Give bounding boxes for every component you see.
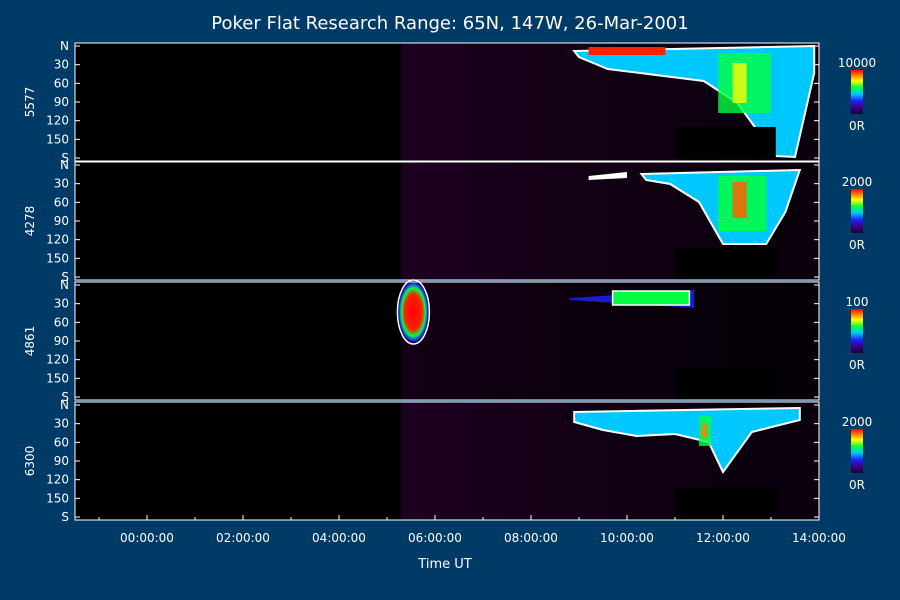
y-tick-label: 120 [46, 473, 69, 487]
colorbar-min-label: 0R [849, 358, 865, 372]
x-tick-label: 04:00:00 [312, 531, 366, 545]
y-tick-label: N [60, 158, 69, 172]
x-axis-label: Time UT [417, 557, 471, 572]
data-gap-mask [675, 248, 776, 280]
emission-peak [701, 424, 708, 438]
colorbar-max-label: 2000 [842, 415, 873, 429]
x-tick-label: 08:00:00 [504, 531, 558, 545]
y-tick-label: 150 [46, 251, 69, 265]
panel-4278: N 30 60 90 120 150 S 4278 2000 0R [23, 158, 872, 284]
y-tick-label: 60 [54, 195, 69, 209]
colorbar [851, 189, 863, 233]
x-tick-label: 12:00:00 [696, 531, 750, 545]
y-tick-label: S [61, 270, 69, 284]
x-tick-label: 10:00:00 [600, 531, 654, 545]
colorbar-max-label: 2000 [842, 175, 873, 189]
emission-contour [611, 290, 691, 306]
y-tick-label: 60 [54, 315, 69, 329]
emission-peak [732, 63, 747, 103]
y-tick-label: 30 [54, 297, 69, 311]
x-tick-label: 00:00:00 [120, 531, 174, 545]
y-tick-label: 30 [54, 58, 69, 72]
emission-region [396, 279, 695, 345]
emission-region [573, 406, 801, 474]
emission-peak [588, 47, 666, 55]
emission-peak [732, 182, 747, 218]
emission-region [588, 168, 802, 245]
colorbar-max-label: 100 [846, 295, 869, 309]
y-tick-label: 120 [46, 353, 69, 367]
panel-wavelength-label: 5577 [23, 87, 37, 118]
y-tick-label: N [60, 278, 69, 292]
data-gap-mask [675, 488, 776, 520]
colorbar-max-label: 10000 [838, 56, 876, 70]
y-tick-label: 120 [46, 233, 69, 247]
y-tick-label: S [61, 510, 69, 524]
data-gap-mask [675, 368, 776, 400]
panel-wavelength-label: 6300 [23, 446, 37, 477]
panel-5577: N 30 60 90 120 150 S 5577 10000 0R [23, 39, 876, 165]
colorbar [851, 429, 863, 473]
emission-blob [396, 279, 431, 345]
y-tick-label: 150 [46, 132, 69, 146]
colorbar-min-label: 0R [849, 478, 865, 492]
colorbar-min-label: 0R [849, 119, 865, 133]
y-tick-label: 90 [54, 95, 69, 109]
y-tick-label: 60 [54, 76, 69, 90]
panels-group: N 30 60 90 120 150 S 5577 10000 0R N 30 60 90 120 150 S 4… [23, 39, 876, 524]
emission-contour [588, 172, 627, 180]
y-tick-label: 150 [46, 371, 69, 385]
y-tick-label: 90 [54, 214, 69, 228]
y-tick-label: 30 [54, 177, 69, 191]
y-tick-label: N [60, 398, 69, 412]
y-tick-label: 90 [54, 454, 69, 468]
y-tick-label: S [61, 390, 69, 404]
data-gap-mask [675, 127, 776, 159]
y-tick-label: S [61, 151, 69, 165]
y-tick-label: 60 [54, 435, 69, 449]
y-tick-label: 150 [46, 491, 69, 505]
x-axis: 00:00:00 02:00:00 04:00:00 06:00:00 08:00:00… [98, 515, 846, 545]
y-tick-label: 120 [46, 114, 69, 128]
colorbar-min-label: 0R [849, 238, 865, 252]
panel-6300: N 30 60 90 120 150 S 6300 2000 0R [23, 398, 872, 524]
colorbar [851, 70, 863, 114]
y-tick-label: N [60, 39, 69, 53]
x-tick-label: 14:00:00 [792, 531, 846, 545]
colorbar [851, 309, 863, 353]
chart-title: Poker Flat Research Range: 65N, 147W, 26… [211, 13, 688, 34]
x-tick-label: 02:00:00 [216, 531, 270, 545]
panel-wavelength-label: 4278 [23, 206, 37, 237]
y-tick-label: 30 [54, 417, 69, 431]
emission-region [572, 44, 816, 159]
panel-wavelength-label: 4861 [23, 326, 37, 357]
x-tick-label: 06:00:00 [408, 531, 462, 545]
y-tick-label: 90 [54, 334, 69, 348]
panel-4861: N 30 60 90 120 150 S 4861 100 0R [23, 278, 868, 404]
